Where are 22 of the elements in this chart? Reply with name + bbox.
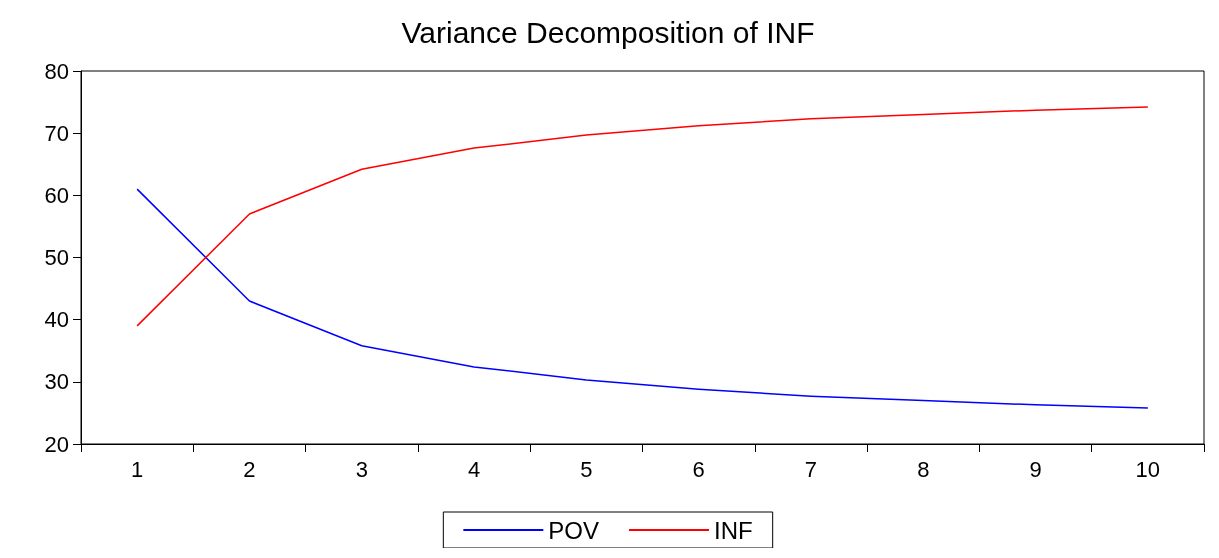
x-tick-label: 3 — [355, 456, 368, 482]
y-tick-label: 70 — [44, 120, 69, 146]
x-tick-label: 9 — [1029, 456, 1042, 482]
x-tick-label: 8 — [917, 456, 930, 482]
legend-label: INF — [714, 516, 753, 544]
x-tick-label: 5 — [580, 456, 593, 482]
x-tick-label: 1 — [131, 456, 144, 482]
y-tick-label: 80 — [44, 58, 69, 84]
y-tick-label: 40 — [44, 307, 69, 333]
y-tick-label: 60 — [44, 182, 69, 208]
y-tick-label: 50 — [44, 245, 69, 270]
line-series — [136, 106, 1149, 327]
legend-label: POV — [548, 516, 600, 544]
x-tick-label: 6 — [692, 456, 705, 482]
y-tick-label: 20 — [44, 431, 69, 457]
y-tick-label: 30 — [44, 369, 69, 395]
chart-title: Variance Decomposition of INF — [401, 15, 815, 49]
x-tick-label: 7 — [804, 456, 818, 482]
line-series — [136, 188, 1149, 409]
x-tick-label: 2 — [243, 456, 256, 482]
x-tick-label: 4 — [467, 456, 481, 482]
x-tick-label: 10 — [1135, 456, 1161, 482]
